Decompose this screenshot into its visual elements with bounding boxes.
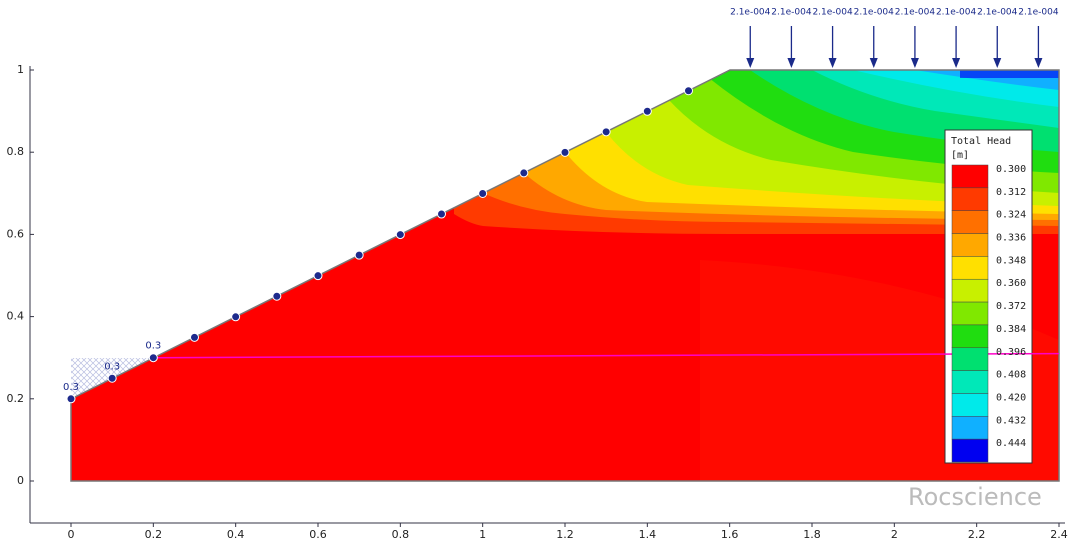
legend-swatch	[951, 416, 989, 440]
load-arrowhead	[952, 58, 961, 68]
legend-label: 0.324	[996, 210, 1026, 221]
legend-swatch	[951, 370, 989, 394]
legend-swatch	[951, 301, 989, 326]
legend-swatch	[951, 393, 989, 417]
boundary-marker	[190, 332, 199, 342]
slope-boundary	[70, 69, 1060, 482]
node-label: 0.3	[63, 382, 79, 393]
boundary-marker	[354, 250, 364, 260]
x-tick-label: 0.6	[309, 528, 327, 541]
load-arrowhead	[787, 58, 796, 68]
legend-label: 0.408	[996, 370, 1026, 381]
y-tick-label: 0.2	[7, 392, 25, 405]
node-label: 0.3	[145, 341, 161, 352]
boundary-marker	[231, 312, 241, 322]
legend-title: Total Head	[951, 136, 1011, 147]
boundary-marker	[601, 127, 611, 137]
watermark: Rocscience	[908, 483, 1042, 511]
legend-swatch	[951, 438, 989, 463]
node-marker	[107, 373, 117, 383]
legend-swatch	[951, 210, 989, 234]
x-tick-label: 1	[479, 528, 486, 541]
boundary-marker	[395, 230, 405, 240]
load-arrowhead	[746, 58, 755, 68]
boundary-marker	[478, 188, 488, 198]
load-label: 2.1e-004	[771, 8, 812, 18]
y-tick-label: 0	[17, 474, 24, 487]
legend-label: 0.312	[996, 187, 1026, 198]
load-arrowhead	[993, 58, 1002, 68]
legend-label: 0.444	[996, 438, 1026, 449]
legend-unit: [m]	[951, 150, 969, 161]
load-label: 2.1e-004	[936, 8, 977, 18]
boundary-marker	[560, 147, 570, 157]
legend-swatch	[951, 164, 989, 189]
legend-label: 0.360	[996, 278, 1026, 289]
load-label: 2.1e-004	[812, 8, 853, 18]
load-arrowhead	[910, 58, 919, 68]
boundary-marker	[437, 209, 446, 219]
y-tick-label: 1	[17, 63, 24, 76]
legend-swatch	[951, 187, 989, 211]
legend-swatch	[951, 233, 989, 257]
node-marker	[148, 353, 158, 363]
legend-swatch	[951, 278, 989, 303]
load-label: 2.1e-004	[977, 8, 1018, 18]
boundary-marker	[272, 291, 282, 301]
x-tick-label: 0.4	[227, 528, 245, 541]
boundary-marker	[313, 271, 323, 281]
x-tick-label: 1.2	[556, 528, 574, 541]
x-tick-label: 1.6	[721, 528, 739, 541]
legend-label: 0.420	[996, 392, 1026, 403]
x-tick-label: 0.8	[392, 528, 410, 541]
x-tick-label: 2.2	[968, 528, 986, 541]
load-arrowhead	[828, 58, 837, 68]
boundary-marker	[519, 168, 529, 178]
legend-label: 0.432	[996, 415, 1026, 426]
legend-swatch	[951, 256, 989, 280]
water-table	[153, 352, 1060, 359]
y-tick-label: 0.6	[7, 227, 25, 240]
x-tick-label: 2.4	[1050, 528, 1068, 541]
legend-label: 0.396	[996, 347, 1026, 358]
legend-label: 0.348	[996, 255, 1026, 266]
legend-label: 0.300	[996, 164, 1026, 175]
load-label: 2.1e-004	[1018, 8, 1059, 18]
legend-swatch	[951, 347, 989, 371]
load-label: 2.1e-004	[730, 8, 771, 18]
boundary-marker	[684, 86, 693, 96]
x-tick-label: 0.2	[145, 528, 163, 541]
contour-bands	[71, 70, 1059, 481]
legend-label: 0.372	[996, 301, 1026, 312]
legend-label: 0.336	[996, 233, 1026, 244]
node-label: 0.3	[104, 361, 120, 372]
x-tick-label: 2	[891, 528, 898, 541]
load-label: 2.1e-004	[854, 8, 895, 18]
x-tick-label: 0	[68, 528, 75, 541]
legend-label: 0.384	[996, 324, 1026, 335]
y-tick-label: 0.8	[7, 145, 25, 158]
contour-band	[960, 70, 1059, 78]
load-arrowhead	[869, 58, 878, 68]
load-label: 2.1e-004	[895, 8, 936, 18]
y-tick-label: 0.4	[7, 310, 25, 323]
boundary-marker	[642, 106, 652, 116]
legend-swatch	[951, 324, 989, 349]
node-marker	[66, 394, 76, 404]
x-tick-label: 1.8	[803, 528, 821, 541]
load-arrowhead	[1034, 58, 1043, 68]
x-tick-label: 1.4	[639, 528, 657, 541]
